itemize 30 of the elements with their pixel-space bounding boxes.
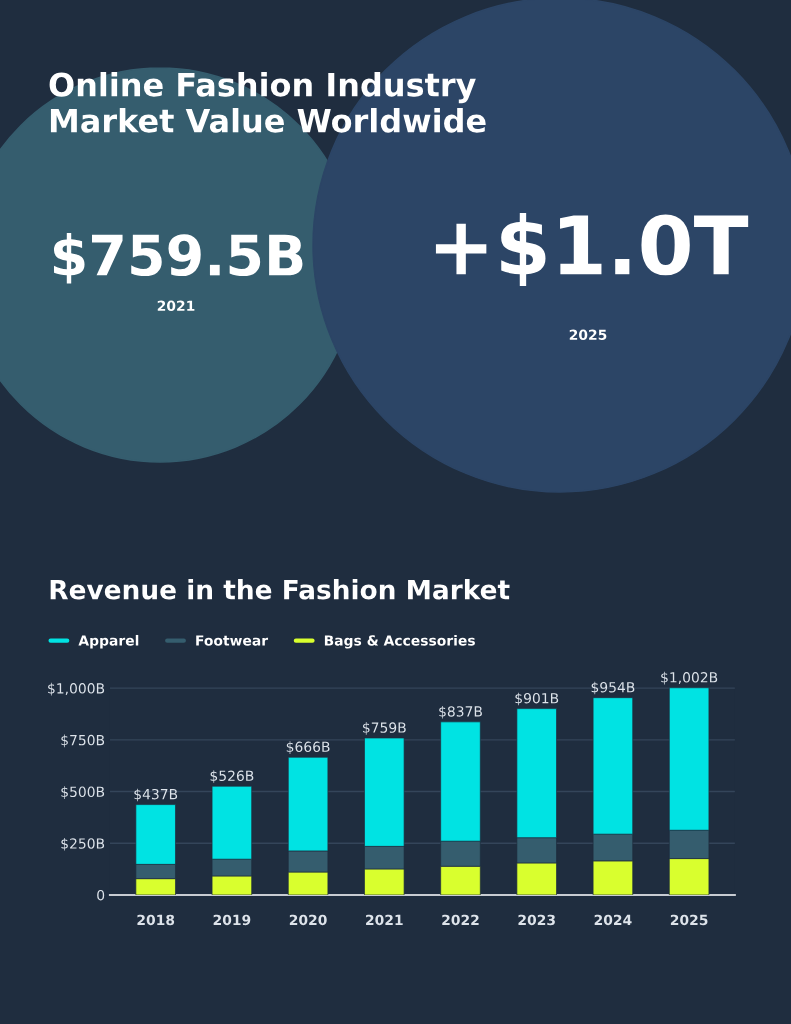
- x-tick-label: 2024: [594, 914, 632, 926]
- total-label: $759B: [363, 722, 406, 735]
- chart-title: Revenue in the Fashion Market: [50, 579, 510, 600]
- legend-label: Apparel: [78, 634, 139, 649]
- total-label: $526B: [210, 770, 254, 783]
- x-tick-label: 2025: [670, 914, 708, 926]
- x-tick-label: 2022: [442, 914, 479, 926]
- y-tick-label: 0: [97, 889, 105, 901]
- total-label: $837B: [439, 705, 482, 719]
- text: $759.5B: [53, 233, 303, 284]
- x-tick-label: 2021: [366, 914, 403, 926]
- y-tick-label: $1,000B: [48, 682, 105, 696]
- total-label: $954B: [591, 681, 635, 695]
- legend-label: Footwear: [196, 635, 269, 646]
- x-tick-label: 2018: [137, 914, 175, 926]
- total-label: $437B: [134, 788, 178, 802]
- x-tick-label: 2019: [213, 914, 251, 926]
- y-tick-label: $250B: [61, 837, 105, 851]
- legend-label: Bags & Accessories: [324, 634, 475, 649]
- total-label: $901B: [515, 692, 559, 706]
- text: 2025: [569, 329, 607, 341]
- y-tick-label: $500B: [61, 786, 105, 799]
- total-label: $666B: [286, 741, 330, 754]
- text: +$1.0T: [435, 213, 749, 287]
- text: 2021: [157, 300, 195, 312]
- text: Online Fashion Industry Market Value Worldwide: [49, 72, 486, 133]
- x-tick-label: 2023: [518, 914, 555, 926]
- y-tick-label: $750B: [61, 734, 105, 748]
- total-label: $1,002B: [661, 671, 718, 685]
- x-tick-label: 2020: [289, 914, 327, 926]
